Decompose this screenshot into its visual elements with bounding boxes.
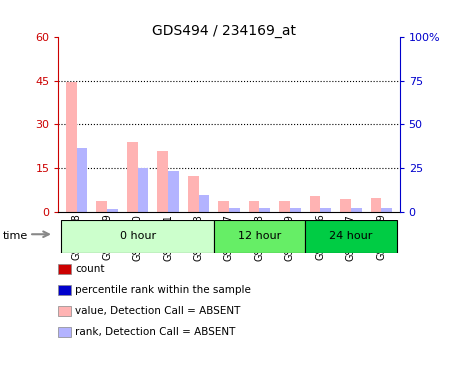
Bar (351, 208, 361, 212)
Bar (66, 82, 77, 212)
Text: time: time (2, 231, 27, 241)
Text: value, Detection Call = ABSENT: value, Detection Call = ABSENT (75, 306, 241, 316)
Bar (158, 151, 168, 212)
Bar (218, 201, 229, 212)
Text: GDS494 / 234169_at: GDS494 / 234169_at (153, 24, 296, 38)
Bar (214, 220, 305, 253)
Bar (290, 208, 300, 212)
Bar (260, 208, 270, 212)
Text: rank, Detection Call = ABSENT: rank, Detection Call = ABSENT (75, 327, 236, 337)
Text: 24 hour: 24 hour (329, 231, 373, 241)
Bar (321, 208, 331, 212)
Text: 12 hour: 12 hour (238, 231, 281, 241)
Bar (188, 176, 198, 212)
Bar (305, 220, 396, 253)
Bar (137, 168, 148, 212)
Bar (77, 148, 87, 212)
Bar (198, 195, 209, 212)
Bar (279, 201, 290, 212)
Bar (381, 208, 392, 212)
Bar (249, 201, 260, 212)
Bar (127, 142, 137, 212)
Bar (97, 201, 107, 212)
Bar (371, 198, 381, 212)
Text: percentile rank within the sample: percentile rank within the sample (75, 285, 251, 295)
Bar (340, 199, 351, 212)
Text: 0 hour: 0 hour (119, 231, 156, 241)
Bar (229, 208, 240, 212)
Bar (168, 171, 179, 212)
Bar (107, 209, 118, 212)
Bar (62, 220, 214, 253)
Bar (310, 196, 321, 212)
Text: count: count (75, 264, 105, 274)
